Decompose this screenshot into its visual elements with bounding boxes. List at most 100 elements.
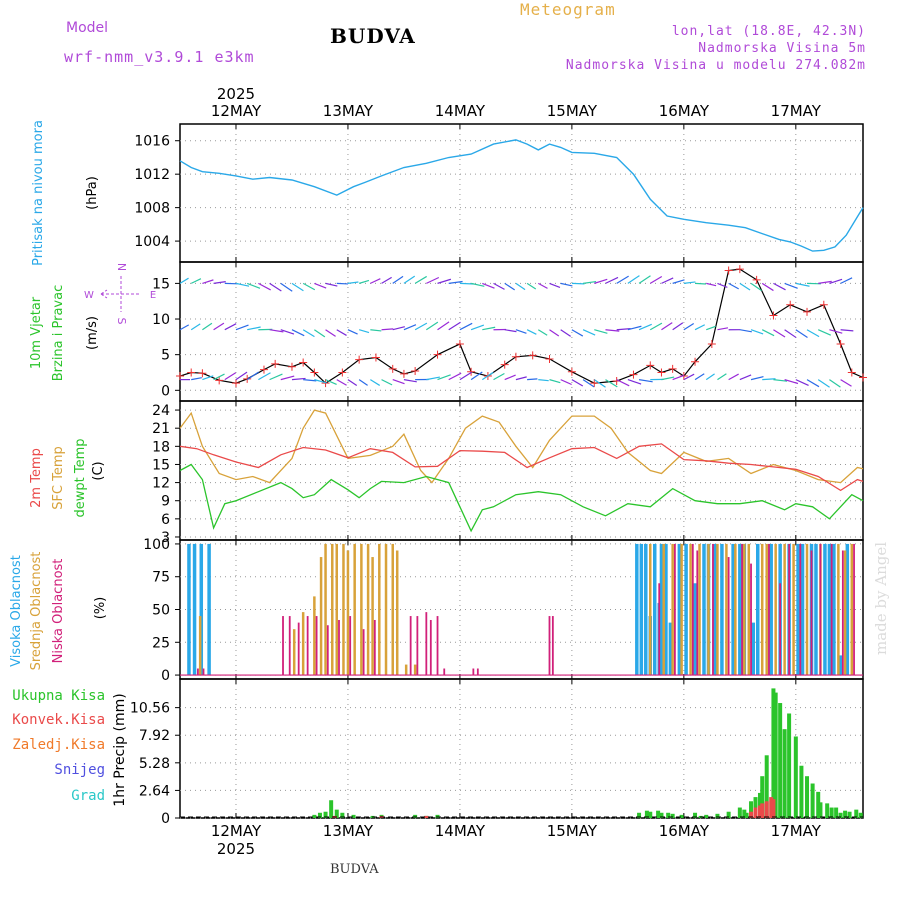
precip-bar-total	[679, 814, 684, 818]
cloud-ytick-label: 0	[161, 668, 170, 684]
precip-bar-total	[787, 713, 792, 818]
cloud-bar-srednja	[689, 543, 692, 676]
cloud-bar-visoka	[187, 543, 191, 676]
wind-barb	[795, 282, 810, 287]
wind-barb	[661, 277, 674, 284]
cloud-bar-srednja	[805, 543, 809, 676]
wind-barb	[470, 371, 483, 381]
wind-barb	[616, 328, 631, 331]
wind-barb	[459, 322, 473, 331]
precip-legend-item: Zaledj.Kisa	[12, 737, 105, 753]
wind-barb	[526, 329, 537, 335]
cloud-bar-srednja	[391, 543, 394, 676]
bottom-date-label: 16MAY	[659, 822, 710, 840]
cloud-bar-niska	[282, 616, 284, 676]
cloud-bar-niska	[409, 616, 412, 676]
wind-barb	[325, 282, 338, 287]
wind-speed-marker	[724, 266, 733, 275]
cloud-bar-niska	[830, 543, 833, 676]
precip-bar-total	[317, 812, 322, 818]
wind-barb	[358, 329, 370, 334]
wind-barb	[213, 322, 225, 331]
wind-barb	[761, 329, 775, 337]
wind-barb	[672, 279, 685, 284]
wind-barb	[560, 282, 573, 287]
sfc-temp-ylabel: SFC Temp	[51, 446, 66, 510]
bottom-date-label: 12MAY	[211, 822, 262, 840]
pressure-unit: (hPa)	[85, 176, 100, 210]
wind-barb	[616, 275, 629, 284]
wind-barb	[504, 329, 517, 333]
wind-barb	[437, 321, 450, 331]
wind-barb	[549, 379, 561, 384]
wind-barb	[728, 282, 739, 290]
wind-barb	[806, 329, 820, 338]
cloud-bar-srednja	[783, 543, 786, 676]
precip-bar-total	[666, 812, 671, 818]
cloud-bar-srednja	[404, 664, 408, 676]
top-date-label: 12MAY	[211, 102, 262, 120]
precip-bar-total	[810, 783, 815, 818]
wind-barb	[818, 280, 832, 284]
wind-barb	[582, 280, 597, 284]
wind-barb	[538, 379, 549, 382]
cloud-bar-srednja	[843, 550, 847, 676]
wind-barb	[694, 373, 705, 381]
temp-ytick-label: 3	[161, 530, 170, 546]
wind-ytick-label: 5	[161, 348, 170, 364]
cloud-bar-visoka	[769, 543, 773, 676]
precip-bar-convective	[749, 811, 754, 818]
top-date-label: 17MAY	[771, 102, 822, 120]
cloud-bar-srednja	[765, 543, 768, 676]
wind-barb	[370, 379, 381, 386]
precip-bar-total	[782, 729, 787, 818]
wind-barb	[179, 277, 189, 284]
wind-barb	[750, 329, 764, 335]
wind-barb	[582, 379, 595, 388]
precip-bar-total	[834, 807, 839, 818]
wind-barb	[705, 373, 715, 381]
wind-barb	[190, 278, 202, 284]
wind-speed-marker	[803, 307, 812, 316]
wind-ytick-label: 0	[161, 383, 170, 399]
wind-barb	[750, 282, 762, 292]
wind-speed-marker	[299, 358, 308, 367]
top-date-label: 14MAY	[435, 102, 486, 120]
wind-barb	[358, 279, 370, 284]
precip-legend-item: Snijeg	[54, 762, 105, 778]
cloud-bar-srednja	[671, 543, 674, 676]
wind-speed-marker	[786, 300, 795, 309]
cloud-bar-niska	[548, 616, 551, 676]
wind-barb	[470, 324, 485, 331]
cloud-bar-visoka	[845, 543, 850, 676]
wind-barb	[683, 373, 695, 381]
wind-barb	[806, 379, 820, 388]
wind-barb	[761, 282, 774, 292]
wind-barb	[269, 329, 284, 333]
cloud-bar-niska	[297, 622, 300, 676]
wind-barb	[527, 378, 538, 381]
wind-barb	[247, 326, 261, 331]
wind-barb	[493, 282, 505, 290]
precip-bar-total	[799, 765, 804, 818]
precip-bar-total	[760, 776, 765, 818]
wind-barb	[695, 282, 706, 285]
cloud-bar-niska	[551, 616, 554, 676]
wind-barb	[302, 282, 316, 291]
wind-barb	[347, 329, 358, 335]
precip-bar-total	[726, 811, 731, 818]
cloud-ytick-label: 75	[152, 570, 170, 586]
wind-speed-marker	[259, 365, 268, 374]
cloud-bar-visoka	[659, 543, 664, 676]
high-cloud-ylabel: Visoka Oblacnost	[9, 555, 24, 667]
precip-bar-convective	[757, 805, 762, 818]
precip-bar-total	[340, 812, 345, 818]
cloud-bar-srednja	[850, 543, 854, 676]
precip-bar-total	[829, 807, 834, 818]
precip-bar-convective	[753, 807, 758, 818]
cloud-bar-niska	[768, 543, 770, 676]
wind-barb	[202, 322, 213, 331]
wind-barb	[224, 323, 237, 331]
wind-barb	[448, 321, 461, 331]
cloud-bar-srednja	[707, 543, 710, 676]
